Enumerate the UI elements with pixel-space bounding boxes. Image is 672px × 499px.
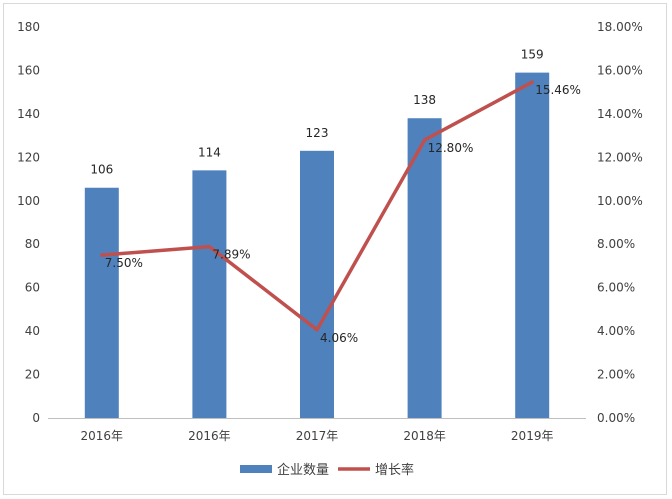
bar-value-label: 159 bbox=[521, 48, 544, 62]
legend-swatch-bars bbox=[240, 465, 272, 473]
line-value-label: 4.06% bbox=[320, 331, 358, 345]
y-right-tick-label: 4.00% bbox=[597, 324, 635, 338]
bar bbox=[300, 150, 334, 419]
x-tick-label: 2016年 bbox=[188, 429, 231, 443]
y-left-tick-label: 80 bbox=[25, 237, 40, 251]
y-left-tick-label: 20 bbox=[25, 368, 40, 382]
line-point bbox=[207, 245, 211, 249]
bar-value-label: 106 bbox=[90, 163, 113, 177]
bar bbox=[192, 170, 227, 418]
y-left-tick-label: 180 bbox=[17, 20, 40, 34]
y-right-tick-label: 16.00% bbox=[597, 63, 643, 77]
y-right-tick-label: 14.00% bbox=[597, 107, 643, 121]
y-left-tick-label: 60 bbox=[25, 281, 40, 295]
y-left-tick-label: 0 bbox=[32, 411, 40, 425]
y-left-tick-label: 120 bbox=[17, 150, 40, 164]
line-point bbox=[530, 80, 534, 84]
bar-value-label: 114 bbox=[198, 145, 221, 159]
y-right-tick-label: 6.00% bbox=[597, 281, 635, 295]
y-right-tick-label: 18.00% bbox=[597, 20, 643, 34]
bar-value-label: 123 bbox=[306, 126, 329, 140]
bar bbox=[407, 118, 442, 418]
x-tick-label: 2018年 bbox=[403, 429, 446, 443]
y-left-tick-label: 40 bbox=[25, 324, 40, 338]
bar bbox=[84, 187, 119, 418]
line-value-label: 7.50% bbox=[105, 256, 143, 270]
line-point bbox=[315, 328, 319, 332]
y-right-tick-label: 0.00% bbox=[597, 411, 635, 425]
line-value-label: 12.80% bbox=[428, 141, 474, 155]
y-right-tick-label: 10.00% bbox=[597, 194, 643, 208]
x-tick-label: 2017年 bbox=[296, 429, 339, 443]
x-tick-label: 2016年 bbox=[81, 429, 124, 443]
y-left-tick-label: 100 bbox=[17, 194, 40, 208]
y-left-tick-label: 160 bbox=[17, 63, 40, 77]
y-right-tick-label: 2.00% bbox=[597, 368, 635, 382]
x-tick-label: 2019年 bbox=[511, 429, 554, 443]
y-right-tick-label: 12.00% bbox=[597, 150, 643, 164]
legend-label-line: 增长率 bbox=[375, 462, 414, 478]
line-value-label: 7.89% bbox=[212, 248, 250, 262]
legend-label-bars: 企业数量 bbox=[277, 462, 329, 478]
y-left-tick-label: 140 bbox=[17, 107, 40, 121]
bar bbox=[515, 72, 550, 418]
line-value-label: 15.46% bbox=[535, 83, 581, 97]
y-right-tick-label: 8.00% bbox=[597, 237, 635, 251]
line-point bbox=[423, 138, 427, 142]
bar-value-label: 138 bbox=[413, 93, 436, 107]
line-point bbox=[100, 253, 104, 257]
